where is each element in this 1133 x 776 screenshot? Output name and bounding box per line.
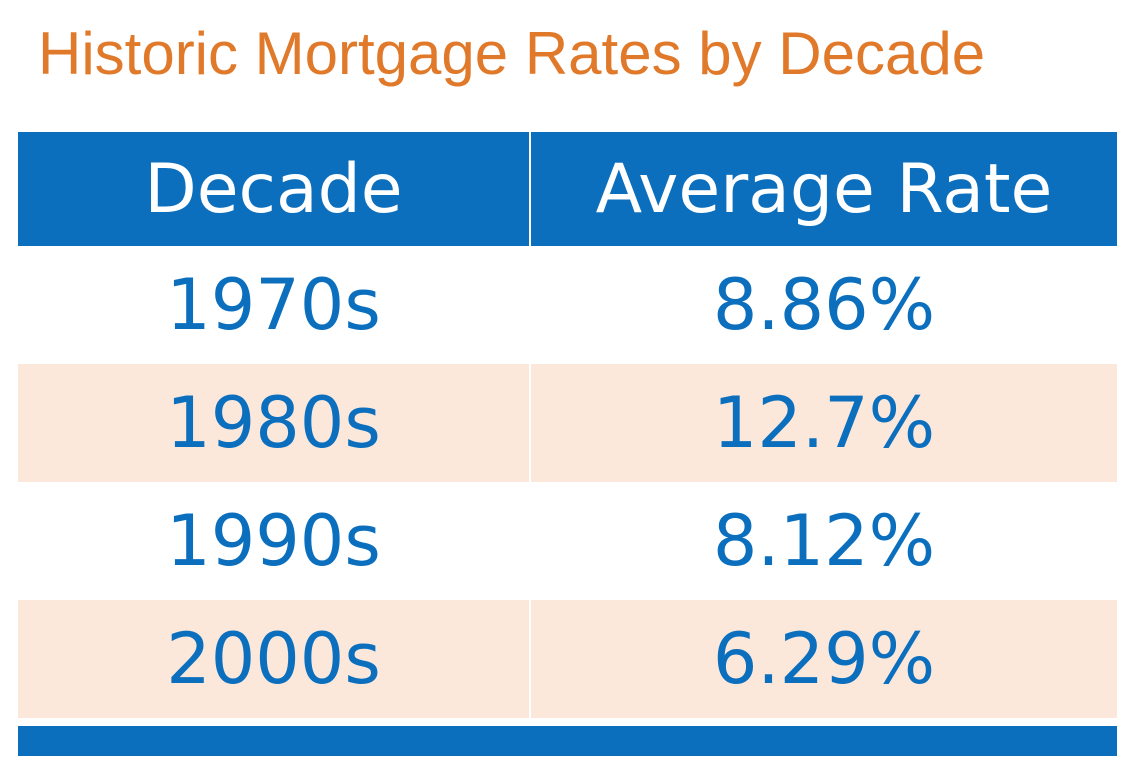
rates-table: Decade Average Rate 1970s 8.86% 1980s 12… xyxy=(18,132,1117,718)
decade-cell: 2000s xyxy=(18,600,531,718)
rate-cell: 12.7% xyxy=(712,382,936,464)
rate-cell: 6.29% xyxy=(712,618,936,700)
column-header-decade: Decade xyxy=(18,132,531,246)
footer-bar xyxy=(18,726,1117,756)
decade-cell: 1990s xyxy=(18,482,531,600)
decade-cell: 1970s xyxy=(18,246,531,364)
table-row: 2000s 6.29% xyxy=(18,600,1117,718)
table-row: 1970s 8.86% xyxy=(18,246,1117,364)
decade-cell: 1980s xyxy=(18,364,531,482)
table-row: 1990s 8.12% xyxy=(18,482,1117,600)
rate-cell: 8.86% xyxy=(712,264,936,346)
chart-title: Historic Mortgage Rates by Decade xyxy=(38,20,986,87)
column-header-average-rate: Average Rate xyxy=(595,149,1053,229)
table-row: 1980s 12.7% xyxy=(18,364,1117,482)
table-header-row: Decade Average Rate xyxy=(18,132,1117,246)
rate-cell: 8.12% xyxy=(712,500,936,582)
